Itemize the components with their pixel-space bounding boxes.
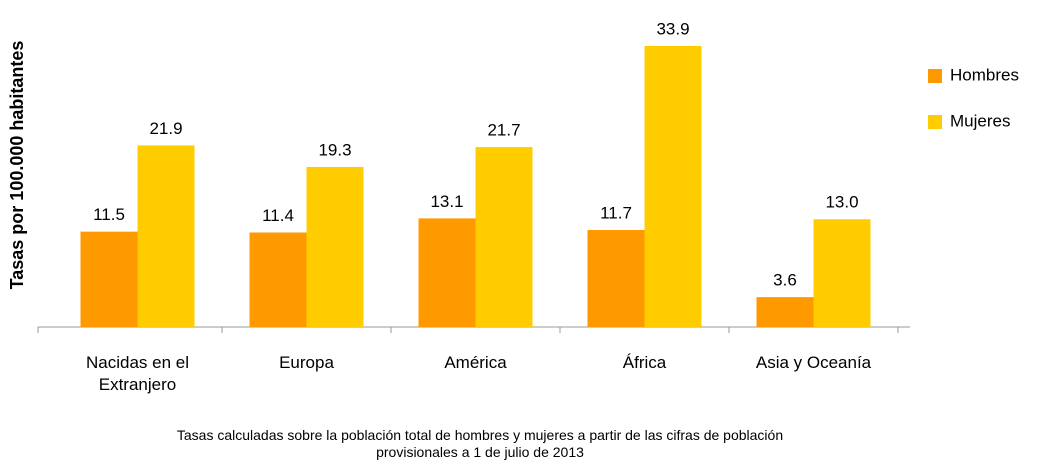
x-tick-label: África (622, 353, 667, 372)
data-label: 13.1 (430, 192, 463, 211)
legend-swatch (928, 115, 942, 129)
bar (137, 145, 195, 327)
data-label: 11.7 (600, 203, 632, 222)
legend-swatch (928, 69, 942, 83)
bar (249, 232, 307, 327)
bar (475, 147, 533, 327)
data-label: 19.3 (318, 140, 351, 159)
bar (587, 230, 645, 327)
x-tick-label: América (444, 353, 507, 372)
data-label: 21.9 (149, 119, 182, 138)
x-tick-label: Nacidas en el Extranjero (85, 353, 189, 394)
data-label: 13.0 (825, 193, 858, 212)
bar (756, 297, 814, 327)
x-tick-label: Europa (279, 353, 334, 372)
bar (80, 231, 138, 327)
data-label: 11.5 (93, 205, 125, 224)
x-tick-label: Asia y Oceanía (755, 353, 872, 372)
data-label: 33.9 (656, 19, 689, 38)
data-label: 11.4 (262, 206, 294, 225)
bar (644, 45, 702, 328)
data-label: 3.6 (773, 271, 797, 290)
data-label: 21.7 (487, 121, 520, 140)
note: Tasas calculadas sobre la población tota… (176, 427, 784, 460)
legend-label: Mujeres (950, 111, 1010, 130)
bar (306, 167, 364, 327)
y-axis-label: Tasas por 100.000 habitantes (7, 41, 27, 290)
bar (418, 218, 476, 327)
legend-label: Hombres (950, 65, 1019, 84)
bar (813, 219, 871, 327)
